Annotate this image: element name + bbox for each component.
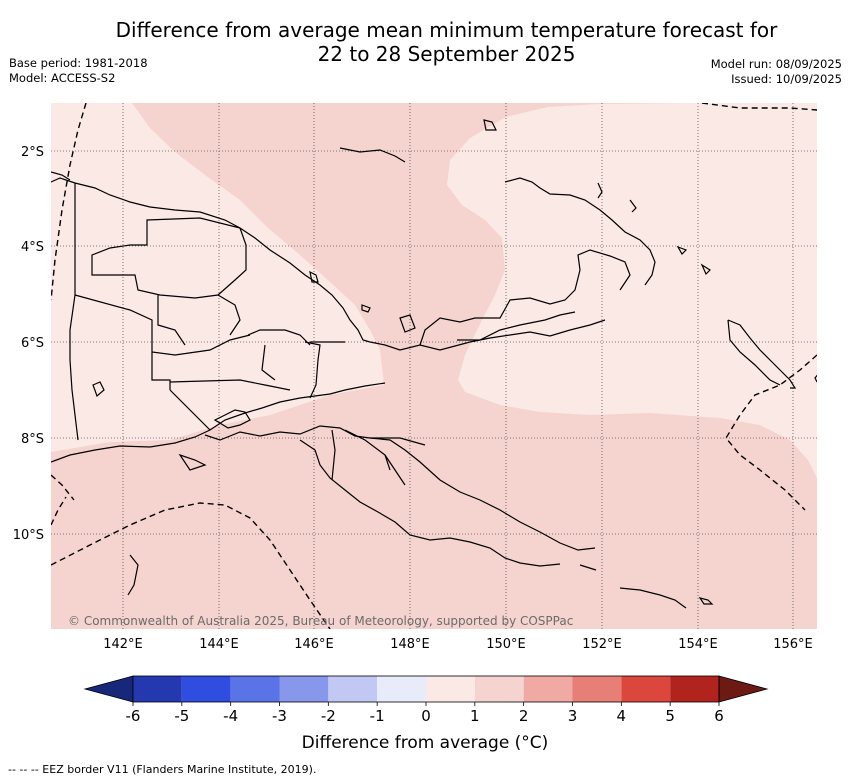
colorbar-tick-label: -2: [321, 707, 336, 725]
model-run-text: Model run: 08/09/2025: [710, 57, 842, 71]
eez-borders: [51, 103, 817, 629]
lon-label: 156°E: [773, 637, 813, 652]
run-info: Model run: 08/09/2025 Issued: 10/09/2025: [711, 57, 842, 87]
colorbar-segment: [572, 676, 622, 702]
colorbar-tick-label: 6: [714, 707, 724, 725]
lon-label: 148°E: [390, 637, 430, 652]
model-name-text: Model: ACCESS-S2: [9, 71, 116, 85]
map-title: Difference from average mean minimum tem…: [0, 18, 850, 66]
title-line-1: Difference from average mean minimum tem…: [115, 18, 778, 42]
colorbar-tick-label: -3: [272, 707, 287, 725]
colorbar-segment: [523, 676, 573, 702]
graticule: [51, 103, 817, 629]
latitude-labels: 2°S 4°S 6°S 8°S 10°S: [13, 145, 44, 543]
colorbar-extend-max: [718, 675, 769, 703]
colorbar-tick-label: 3: [568, 707, 578, 725]
colorbar-segment: [279, 676, 329, 702]
colorbar-segment: [670, 676, 719, 702]
colorbar-segment: [377, 676, 426, 702]
colorbar-segment: [230, 676, 280, 702]
colorbar-tick-label: -6: [126, 707, 141, 725]
lat-label: 6°S: [21, 336, 44, 351]
colorbar-segment: [181, 676, 231, 702]
colorbar-segment: [474, 676, 524, 702]
lon-label: 142°E: [103, 637, 143, 652]
anomaly-zone-0-to-1-east: [447, 103, 817, 478]
anomaly-zone-0-to-1-west: [51, 103, 384, 452]
lon-label: 150°E: [486, 637, 526, 652]
colorbar-segment: [426, 676, 475, 702]
colorbar-tick-label: 1: [470, 707, 480, 725]
colorbar-segment: [328, 676, 378, 702]
map-area: © Commonwealth of Australia 2025, Bureau…: [51, 103, 817, 629]
model-info: Base period: 1981-2018 Model: ACCESS-S2: [9, 56, 148, 86]
copyright-text: © Commonwealth of Australia 2025, Bureau…: [68, 614, 573, 628]
colorbar-tick-label: 2: [519, 707, 529, 725]
colorbar-tick-label: 4: [617, 707, 627, 725]
colorbar-segment: [621, 676, 671, 702]
lon-label: 144°E: [199, 637, 239, 652]
title-line-2: 22 to 28 September 2025: [317, 42, 576, 66]
colorbar-tick-label: -5: [174, 707, 189, 725]
lat-label: 10°S: [13, 528, 44, 543]
lon-label: 146°E: [294, 637, 334, 652]
colorbar-tick-label: -1: [370, 707, 385, 725]
base-period-text: Base period: 1981-2018: [9, 56, 148, 70]
longitude-labels: 142°E 144°E 146°E 148°E 150°E 152°E 154°…: [103, 637, 813, 652]
lat-label: 8°S: [21, 432, 44, 447]
lon-label: 152°E: [582, 637, 622, 652]
eez-legend-note: -- -- -- EEZ border V11 (Flanders Marine…: [8, 763, 317, 776]
colorbar-tick-label: 0: [421, 707, 431, 725]
issued-text: Issued: 10/09/2025: [731, 72, 842, 86]
colorbar-segment: [133, 676, 182, 702]
lon-label: 154°E: [678, 637, 718, 652]
lat-label: 4°S: [21, 240, 44, 255]
coastline: [51, 119, 817, 609]
colorbar-extend-min: [83, 675, 134, 703]
colorbar-tick-label: -4: [223, 707, 238, 725]
colorbar-label: Difference from average (°C): [301, 733, 549, 753]
colorbar: -6 -5 -4 -3 -2 -1 0 1 2 3 4 5 6: [83, 675, 769, 725]
lat-label: 2°S: [21, 145, 44, 160]
colorbar-tick-label: 5: [665, 707, 675, 725]
